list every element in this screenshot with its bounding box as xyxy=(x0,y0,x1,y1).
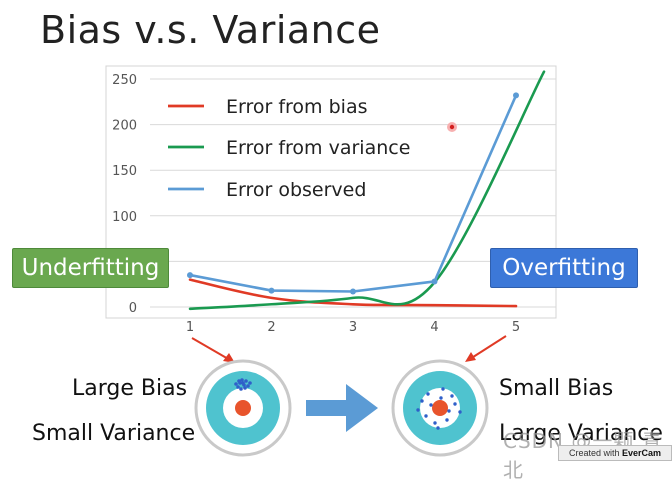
small-bias-label: Small Bias xyxy=(499,376,614,401)
y-tick-label: 250 xyxy=(112,73,137,88)
transition-arrow xyxy=(306,384,378,432)
y-tick-label: 100 xyxy=(112,210,137,225)
x-tick-label: 5 xyxy=(512,320,520,335)
pointer-arrow-left xyxy=(191,337,235,363)
series-point-2-1 xyxy=(268,287,275,294)
y-tick-label: 200 xyxy=(112,119,137,134)
series-point-2-4 xyxy=(513,92,519,99)
pointer-arrow-right xyxy=(465,335,507,362)
series-point-2-2 xyxy=(350,288,356,295)
series-line-1 xyxy=(188,70,546,311)
legend-label-0: Error from bias xyxy=(226,96,368,118)
shot-cluster-right xyxy=(416,387,462,430)
legend-label-2: Error observed xyxy=(226,179,366,201)
x-tick-label: 1 xyxy=(186,320,194,335)
slide-title: Bias v.s. Variance xyxy=(40,8,381,52)
legend-label-1: Error from variance xyxy=(226,137,410,159)
y-tick-label: 150 xyxy=(112,164,137,179)
recorder-credit: Created with EverCam xyxy=(558,445,672,461)
target-right xyxy=(391,359,489,457)
large-variance-label: Large Variance xyxy=(499,421,663,446)
series-line-0 xyxy=(188,278,518,308)
overfitting-tag: Overfitting xyxy=(490,248,638,288)
plot-area xyxy=(105,65,557,319)
target-left xyxy=(194,359,292,457)
series-point-2-3 xyxy=(431,278,438,285)
recorder-prefix: Created with xyxy=(568,448,620,458)
x-tick-label: 2 xyxy=(267,320,275,335)
y-tick-label: 0 xyxy=(129,301,137,316)
underfitting-tag: Underfitting xyxy=(12,248,169,288)
series-point-2-0 xyxy=(187,272,193,279)
recorder-name: EverCam xyxy=(622,448,662,458)
x-tick-label: 3 xyxy=(349,320,357,335)
shot-cluster-left xyxy=(234,378,252,391)
x-tick-label: 4 xyxy=(430,320,438,335)
small-variance-label: Small Variance xyxy=(32,421,196,446)
large-bias-label: Large Bias xyxy=(72,376,188,401)
cursor-dot xyxy=(449,124,455,130)
